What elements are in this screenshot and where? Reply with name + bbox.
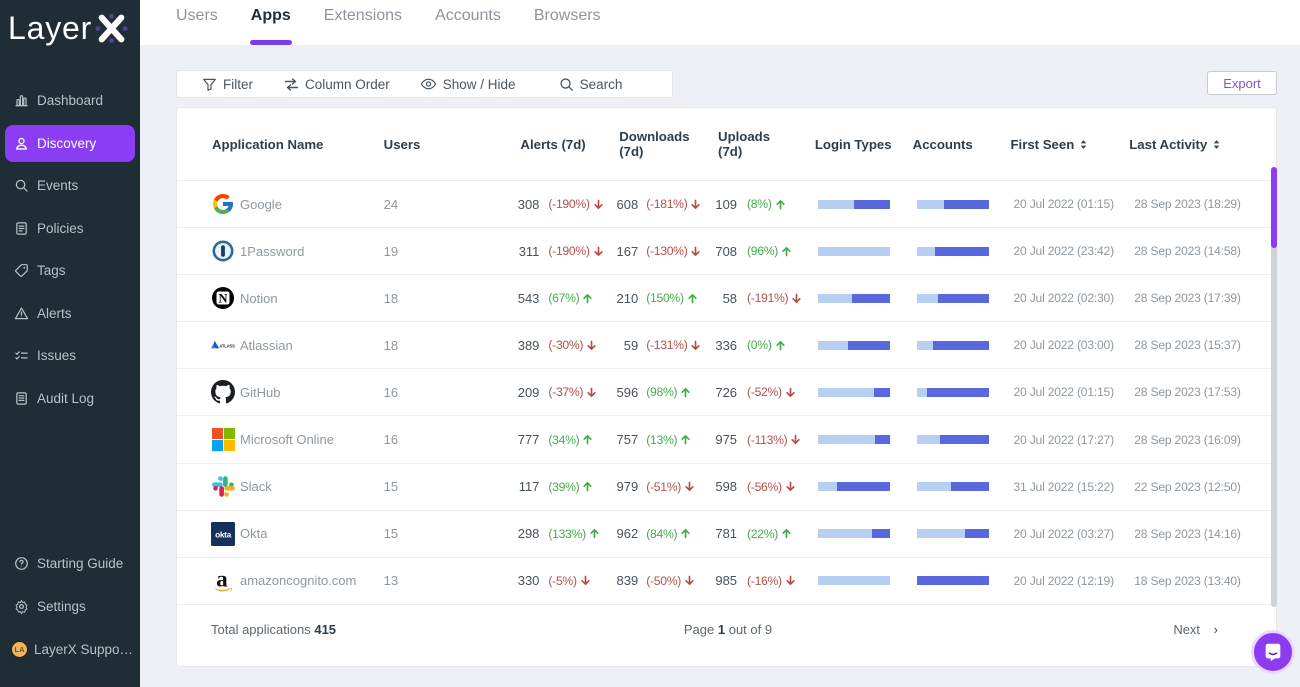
svg-text:ATLASSIAN: ATLASSIAN bbox=[219, 343, 235, 348]
svg-text:a: a bbox=[216, 569, 228, 592]
svg-text:okta: okta bbox=[215, 529, 232, 539]
svg-text:N: N bbox=[218, 292, 227, 306]
